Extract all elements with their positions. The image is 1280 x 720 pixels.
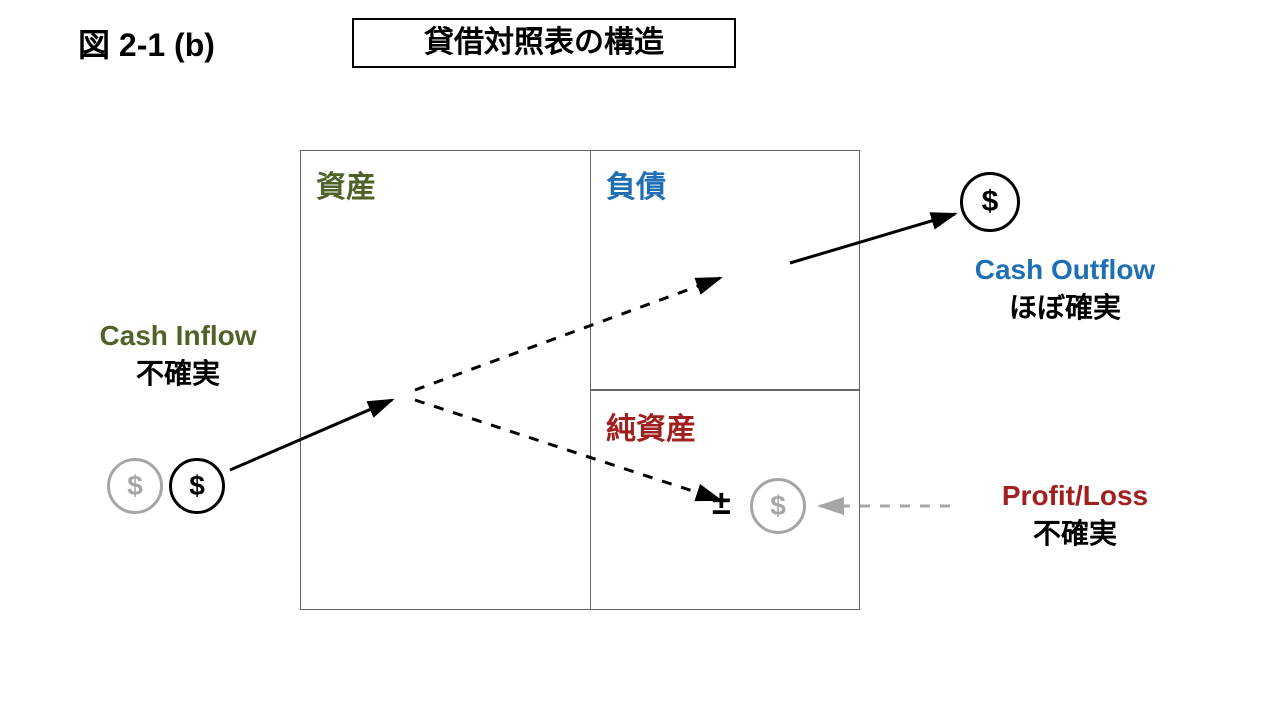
title-box: 貸借対照表の構造 [352, 18, 736, 68]
cash-outflow-label: Cash Outflow ほぼ確実 [940, 254, 1190, 326]
dollar-icon: $ [750, 478, 806, 534]
dollar-icon: $ [107, 458, 163, 514]
label-assets: 資産 [316, 162, 376, 206]
diagram-stage: 図 2-1 (b) 貸借対照表の構造 資産 負債 純資産 Cash Inflow… [0, 0, 1280, 720]
figure-label: 図 2-1 (b) [78, 20, 215, 66]
dollar-icon: $ [169, 458, 225, 514]
profit-loss-label: Profit/Loss 不確実 [960, 480, 1190, 552]
plus-minus-sign: ± [712, 484, 731, 523]
dollar-icon: $ [960, 172, 1020, 232]
label-liabilities: 負債 [606, 162, 666, 206]
cash-inflow-label: Cash Inflow 不確実 [78, 320, 278, 392]
label-equity: 純資産 [606, 404, 696, 448]
